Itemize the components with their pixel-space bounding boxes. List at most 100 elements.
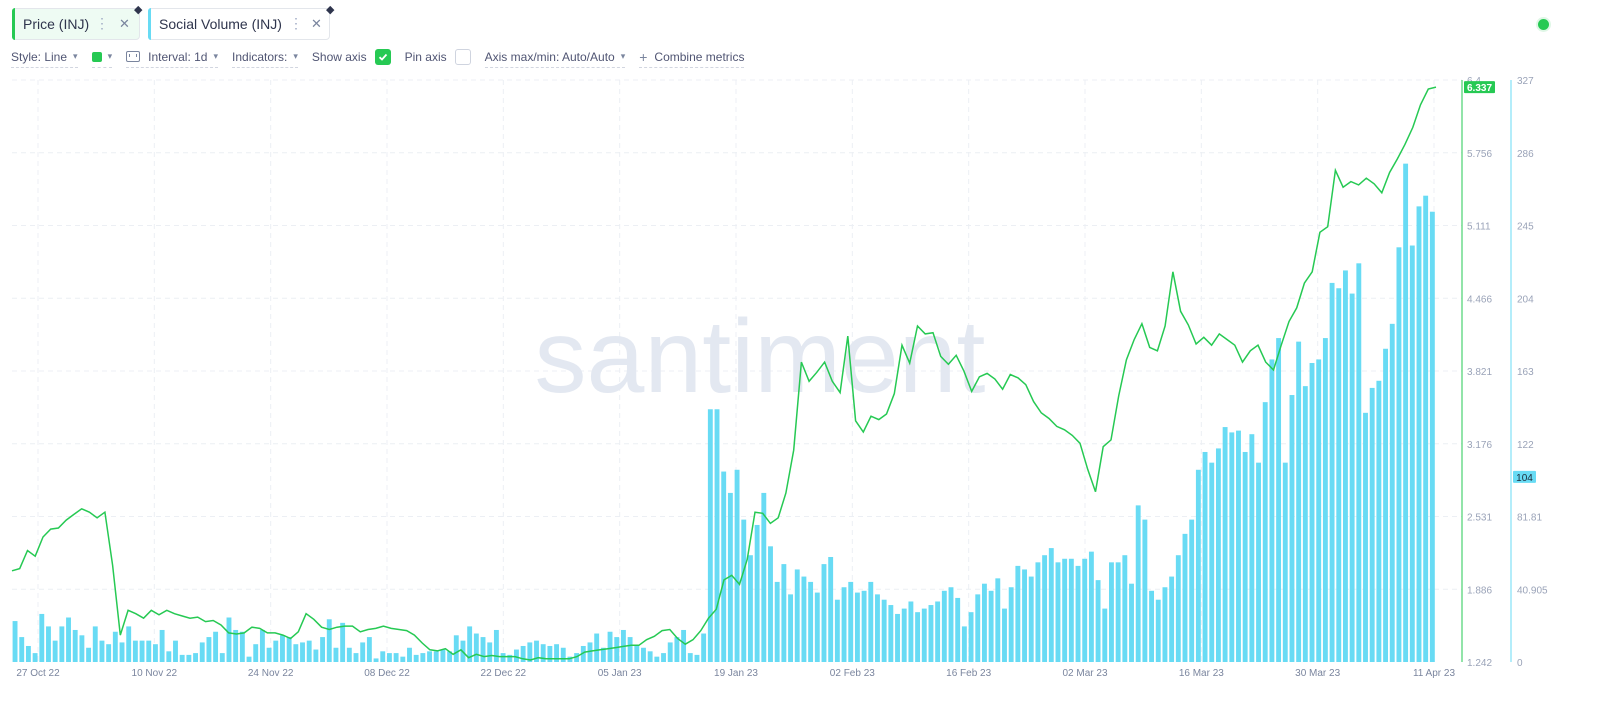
- volume-bar: [928, 605, 934, 662]
- close-icon[interactable]: ✕: [311, 16, 322, 31]
- volume-bar: [273, 640, 279, 662]
- volume-tick-label: 40.905: [1517, 585, 1548, 596]
- volume-tick-label: 0: [1517, 658, 1523, 669]
- interval-dropdown[interactable]: Interval: 1d ▾: [126, 48, 219, 68]
- axis-maxmin-dropdown[interactable]: Axis max/min: Auto/Auto ▾: [484, 48, 626, 68]
- volume-bar: [534, 640, 539, 662]
- volume-bar: [774, 581, 780, 662]
- volume-bar: [560, 647, 566, 662]
- volume-bar: [1363, 412, 1368, 662]
- volume-bar: [1229, 432, 1235, 662]
- volume-bar: [25, 645, 31, 662]
- volume-bar: [1129, 583, 1134, 662]
- volume-bar: [300, 642, 305, 662]
- volume-bar: [386, 653, 392, 662]
- indicators-dropdown[interactable]: Indicators: ▾: [232, 48, 298, 68]
- volume-bar: [500, 653, 506, 662]
- volume-last-badge: [1513, 470, 1536, 483]
- volume-bar: [1383, 348, 1389, 662]
- volume-bar: [1008, 587, 1014, 662]
- volume-bar: [895, 613, 900, 662]
- plus-icon: +: [639, 48, 648, 65]
- volume-bar: [687, 653, 693, 662]
- volume-bar: [186, 654, 192, 662]
- price-tick-label: 3.176: [1467, 440, 1492, 451]
- volume-bar: [326, 619, 332, 662]
- volume-bar: [92, 626, 98, 662]
- volume-bar: [1349, 293, 1355, 662]
- volume-bar: [921, 608, 927, 662]
- volume-bar: [393, 653, 399, 662]
- axis-maxmin-label: Axis max/min: Auto/Auto: [484, 49, 615, 64]
- volume-bar: [360, 642, 366, 662]
- volume-bar: [1409, 245, 1415, 662]
- volume-bar: [1269, 359, 1275, 662]
- volume-bar: [948, 587, 954, 662]
- volume-bar: [607, 631, 613, 662]
- metric-tab-price[interactable]: Price (INJ) ⋮ ✕ ◆: [12, 4, 142, 40]
- ethereum-icon: ◆: [326, 4, 335, 16]
- pin-axis-toggle[interactable]: Pin axis: [405, 48, 471, 68]
- volume-bar: [52, 640, 58, 662]
- volume-bar: [828, 556, 834, 662]
- volume-bar: [1028, 576, 1034, 662]
- volume-bar: [788, 594, 793, 662]
- volume-bar: [908, 601, 914, 662]
- volume-bar: [1042, 555, 1048, 662]
- volume-bar: [1282, 462, 1288, 662]
- metric-label: Price (INJ): [23, 16, 90, 32]
- metric-tab-social-volume[interactable]: Social Volume (INJ) ⋮ ✕ ◆: [148, 4, 334, 40]
- color-swatch: [91, 51, 102, 62]
- volume-bar: [547, 645, 553, 662]
- show-axis-toggle[interactable]: Show axis: [312, 48, 391, 68]
- volume-bar: [727, 492, 733, 662]
- volume-bar: [1289, 395, 1295, 662]
- volume-bar: [213, 631, 219, 662]
- metric-label: Social Volume (INJ): [159, 16, 282, 32]
- volume-bar: [901, 608, 907, 662]
- volume-bar: [1336, 288, 1342, 662]
- color-dropdown[interactable]: ▾: [91, 48, 113, 68]
- volume-bar: [173, 640, 178, 662]
- volume-bar: [112, 631, 118, 662]
- price-last-value: 6.337: [1467, 83, 1492, 94]
- price-line: [11, 86, 1437, 661]
- volume-bar: [888, 605, 894, 662]
- volume-bar: [226, 617, 232, 662]
- close-icon[interactable]: ✕: [119, 16, 130, 31]
- volume-bar: [868, 581, 874, 662]
- volume-bar: [1236, 430, 1241, 662]
- combine-metrics-label: Combine metrics: [654, 49, 745, 64]
- volume-bar: [1122, 555, 1128, 662]
- volume-bar: [1055, 562, 1061, 662]
- volume-bar: [841, 587, 847, 662]
- volume-bar: [1035, 562, 1041, 662]
- combine-metrics-button[interactable]: + Combine metrics: [639, 48, 745, 68]
- volume-bar: [66, 617, 71, 662]
- volume-bar: [975, 594, 981, 662]
- volume-bar: [654, 656, 660, 662]
- volume-bar: [306, 640, 312, 662]
- pin-axis-checkbox[interactable]: [454, 49, 471, 65]
- volume-bar: [1002, 608, 1007, 662]
- volume-bar: [266, 647, 272, 662]
- style-dropdown[interactable]: Style: Line ▾: [11, 48, 78, 68]
- volume-bar: [915, 612, 921, 662]
- price-tick-label: 2.531: [1467, 513, 1492, 524]
- volume-bar: [1015, 565, 1021, 662]
- vertical-dots-icon[interactable]: ⋮: [95, 15, 109, 31]
- volume-bar: [413, 654, 419, 662]
- volume-bar: [995, 578, 1001, 662]
- vertical-dots-icon[interactable]: ⋮: [289, 15, 303, 31]
- x-tick-label: 05 Jan 23: [598, 668, 642, 679]
- show-axis-checkbox[interactable]: [374, 49, 391, 65]
- volume-bar: [527, 642, 533, 662]
- volume-bar: [1262, 402, 1268, 662]
- volume-bar: [1322, 338, 1328, 662]
- volume-bar: [1309, 362, 1315, 662]
- volume-bar: [487, 642, 493, 662]
- volume-bar: [106, 644, 112, 662]
- volume-bar: [1302, 386, 1308, 662]
- volume-bar: [761, 492, 767, 662]
